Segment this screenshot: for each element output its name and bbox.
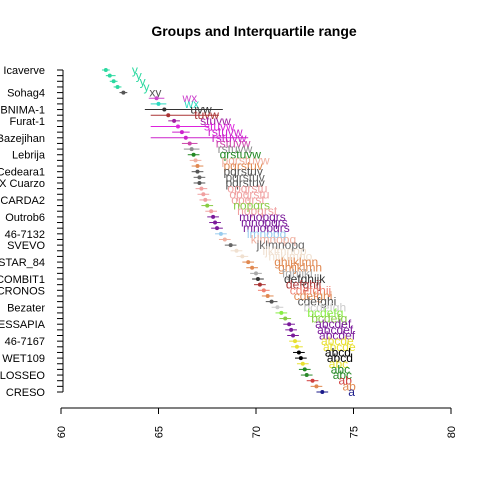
group-mean-point [262, 288, 266, 292]
group-mean-point [223, 237, 227, 241]
group-mean-point [172, 119, 176, 123]
group-mean-point [188, 141, 192, 145]
y-tick-label: COMBIT1 [0, 274, 45, 286]
group-mean-point [108, 74, 112, 78]
y-tick-label: 46-7132 [5, 229, 45, 241]
y-tick-label: Furat-1 [10, 116, 45, 128]
group-mean-point [176, 124, 180, 128]
group-mean-point [192, 153, 196, 157]
group-mean-point [246, 260, 250, 264]
group-mean-point [254, 271, 258, 275]
x-axis: 60 65 70 75 80 [56, 408, 458, 438]
y-tick-label: ESSAPIA [0, 319, 46, 331]
y-tick-label: Bazejihan [0, 133, 45, 145]
x-tick-label: 70 [251, 426, 263, 438]
group-mean-point [197, 181, 201, 185]
y-tick-label: WET109 [2, 353, 45, 365]
group-mean-point [201, 192, 205, 196]
group-mean-point [219, 232, 223, 236]
group-mean-point [270, 300, 274, 304]
y-tick-label: Cedeara1 [0, 167, 45, 179]
group-mean-point [295, 345, 299, 349]
group-mean-point [320, 390, 324, 394]
group-mean-point [211, 215, 215, 219]
y-tick-label: STAR_84 [0, 257, 45, 269]
group-mean-point [283, 317, 287, 321]
group-mean-point [215, 226, 219, 230]
group-mean-point [203, 198, 207, 202]
group-mean-point [209, 209, 213, 213]
group-mean-point [157, 102, 161, 106]
group-mean-point [299, 356, 303, 360]
group-mean-point [180, 130, 184, 134]
group-mean-point [287, 322, 291, 326]
y-tick-label: SVEVO [7, 240, 45, 252]
group-mean-point [162, 108, 166, 112]
group-mean-point [116, 85, 120, 89]
group-mean-point [301, 362, 305, 366]
group-mean-point [184, 136, 188, 140]
y-tick-label: COLOSSEO [0, 370, 45, 382]
group-mean-point [196, 164, 200, 168]
group-mean-point [303, 367, 307, 371]
group-mean-point [121, 91, 125, 95]
group-mean-point [166, 113, 170, 117]
chart-title: Groups and Interquartile range [151, 23, 357, 39]
y-tick-label: CRONOS [0, 285, 45, 297]
group-mean-point [256, 277, 260, 281]
y-tick-label: CRESO [6, 387, 46, 399]
y-tick-label: Bezater [7, 302, 45, 314]
group-mean-point [235, 249, 239, 253]
y-tick-label: Icaverve [3, 65, 45, 77]
x-tick-label: 80 [446, 426, 458, 438]
group-mean-point [112, 79, 116, 83]
group-mean-point [196, 170, 200, 174]
group-mean-point [305, 373, 309, 377]
group-mean-point [199, 187, 203, 191]
y-tick-label: X Cuarzo [0, 178, 45, 190]
group-mean-point [229, 243, 233, 247]
group-mean-point [155, 96, 159, 100]
group-mean-point [314, 384, 318, 388]
x-tick-label: 75 [349, 426, 361, 438]
group-mean-point [266, 294, 270, 298]
group-mean-point [240, 254, 244, 258]
group-mean-point [293, 339, 297, 343]
y-tick-label: Outrob6 [5, 212, 45, 224]
plot-area: yyyy xy wxwxuvwtuvwstuvwstuvwrstuvwrstuvwr… [102, 63, 356, 399]
group-mean-point [297, 350, 301, 354]
group-mean-point [311, 379, 315, 383]
y-tick-label: 46-7167 [5, 336, 45, 348]
group-mean-point [275, 305, 279, 309]
group-mean-point [197, 175, 201, 179]
y-tick-label: Lebrija [12, 150, 46, 162]
group-mean-point [250, 266, 254, 270]
x-tick-label: 60 [56, 426, 68, 438]
y-tick-label: CARDA2 [0, 195, 45, 207]
group-letters: a [348, 385, 355, 399]
group-mean-point [104, 68, 108, 72]
group-mean-point [289, 328, 293, 332]
group-mean-point [258, 283, 262, 287]
group-mean-point [205, 204, 209, 208]
y-tick-label: Sohag4 [7, 88, 45, 100]
group-mean-point [190, 147, 194, 151]
x-tick-label: 65 [154, 426, 166, 438]
group-mean-point [279, 311, 283, 315]
group-mean-point [291, 334, 295, 338]
y-tick-label: BNIMA-1 [0, 105, 45, 117]
group-mean-point [194, 158, 198, 162]
group-mean-point [213, 221, 217, 225]
